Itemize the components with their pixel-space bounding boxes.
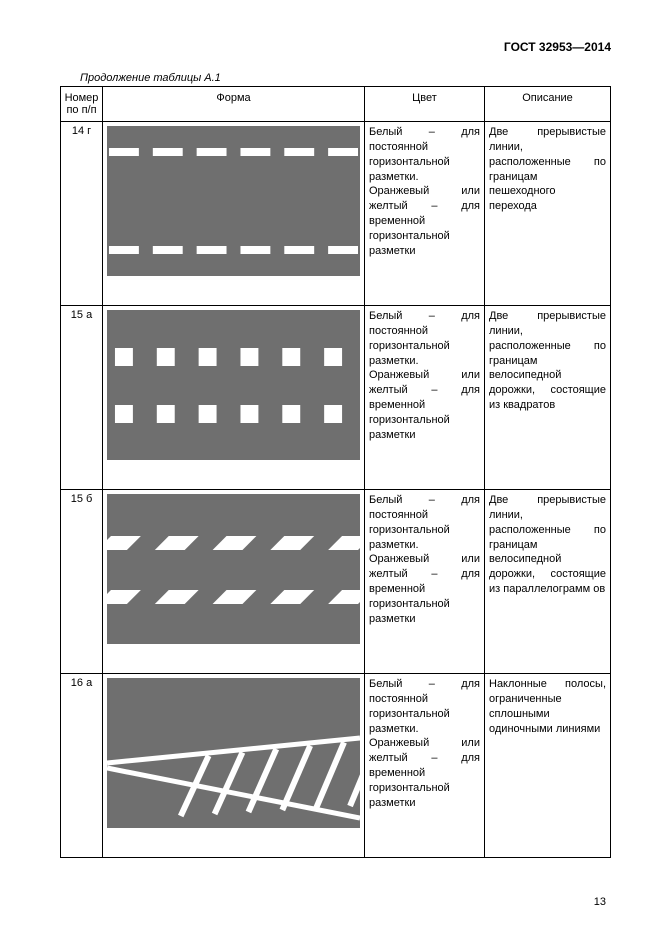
- table-row: 15 а Белый – для постоянной горизонтальн…: [61, 306, 611, 490]
- markings-table: Номер по п/п Форма Цвет Описание 14 г Бе…: [60, 86, 611, 858]
- row-number: 15 б: [61, 490, 103, 674]
- table-row: 14 г Белый – для постоянной горизонтальн…: [61, 122, 611, 306]
- row-form-diagram: [103, 122, 365, 306]
- row-color-text: Белый – для постоянной горизонтальной ра…: [365, 122, 485, 306]
- col-header-num: Номер по п/п: [61, 87, 103, 122]
- row-form-diagram: [103, 674, 365, 858]
- row-color-text: Белый – для постоянной горизонтальной ра…: [365, 306, 485, 490]
- col-header-form: Форма: [103, 87, 365, 122]
- row-description: Две прерывистые линии, расположенные по …: [485, 490, 611, 674]
- table-row: 15 б Белый – для постоянной горизонтальн…: [61, 490, 611, 674]
- row-form-diagram: [103, 490, 365, 674]
- page-number: 13: [594, 896, 606, 908]
- table-row: 16 а Белый – для постоянной горизонтальн…: [61, 674, 611, 858]
- document-id: ГОСТ 32953—2014: [60, 40, 611, 54]
- row-number: 15 а: [61, 306, 103, 490]
- col-header-color: Цвет: [365, 87, 485, 122]
- row-color-text: Белый – для постоянной горизонтальной ра…: [365, 490, 485, 674]
- row-form-diagram: [103, 306, 365, 490]
- row-description: Две прерывистые линии, расположенные по …: [485, 306, 611, 490]
- col-header-desc: Описание: [485, 87, 611, 122]
- row-number: 16 а: [61, 674, 103, 858]
- row-description: Наклонные полосы, ограниченные сплошными…: [485, 674, 611, 858]
- row-number: 14 г: [61, 122, 103, 306]
- row-color-text: Белый – для постоянной горизонтальной ра…: [365, 674, 485, 858]
- row-description: Две прерывистые линии, расположенные по …: [485, 122, 611, 306]
- table-caption: Продолжение таблицы А.1: [80, 72, 611, 84]
